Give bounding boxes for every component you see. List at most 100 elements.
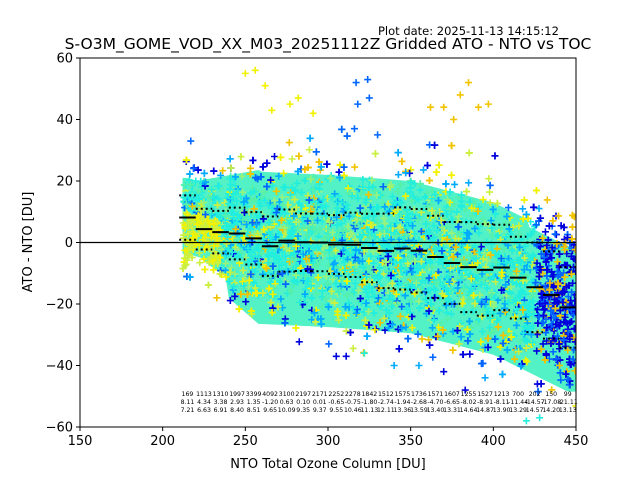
scatter-point xyxy=(364,308,372,316)
scatter-point xyxy=(285,139,293,147)
scatter-point xyxy=(566,335,574,343)
scatter-point xyxy=(316,256,324,264)
scatter-point xyxy=(343,277,351,285)
scatter-point xyxy=(477,281,485,289)
scatter-point xyxy=(463,229,471,237)
scatter-point xyxy=(536,214,544,222)
scatter-point xyxy=(493,199,501,207)
scatter-point xyxy=(564,234,572,242)
scatter-point xyxy=(519,329,527,337)
scatter-point xyxy=(186,170,194,178)
scatter-point xyxy=(551,314,559,322)
scatter-point xyxy=(407,178,415,186)
scatter-point xyxy=(517,248,525,256)
scatter-layer xyxy=(179,125,576,410)
scatter-point xyxy=(486,188,494,196)
scatter-point xyxy=(392,290,400,298)
scatter-point xyxy=(489,310,497,318)
scatter-point xyxy=(507,309,515,317)
scatter-point xyxy=(520,266,528,274)
scatter-point xyxy=(387,181,395,189)
scatter-point xyxy=(417,258,425,266)
scatter-point xyxy=(308,294,316,302)
scatter-point xyxy=(237,290,245,298)
scatter-point xyxy=(466,252,474,260)
scatter-point xyxy=(522,211,530,219)
scatter-point xyxy=(569,211,576,219)
scatter-point xyxy=(217,171,225,179)
scatter-point xyxy=(333,204,341,212)
scatter-point xyxy=(523,358,531,366)
scatter-point xyxy=(201,178,209,186)
scatter-point xyxy=(455,340,463,348)
scatter-point xyxy=(213,294,221,302)
scatter-point xyxy=(451,180,459,188)
scatter-point xyxy=(429,305,437,313)
scatter-point xyxy=(247,248,255,256)
scatter-point xyxy=(271,153,279,161)
scatter-point xyxy=(349,304,357,312)
scatter-point xyxy=(359,175,367,183)
scatter-point xyxy=(549,348,557,356)
scatter-point xyxy=(229,190,237,198)
scatter-point xyxy=(516,243,524,251)
scatter-point xyxy=(564,320,572,328)
scatter-point xyxy=(390,199,398,207)
scatter-point xyxy=(438,247,446,255)
scatter-point xyxy=(225,277,233,285)
scatter-point xyxy=(535,313,543,321)
scatter-point xyxy=(296,244,304,252)
scatter-point xyxy=(237,239,245,247)
scatter-point xyxy=(350,252,358,260)
scatter-point xyxy=(404,248,412,256)
scatter-point xyxy=(252,289,260,297)
scatter-point xyxy=(394,149,402,157)
scatter-point xyxy=(537,345,545,353)
scatter-point xyxy=(448,142,456,150)
scatter-point xyxy=(423,161,431,169)
scatter-point xyxy=(219,167,227,175)
scatter-point xyxy=(556,369,564,377)
scatter-point xyxy=(523,337,531,345)
scatter-point xyxy=(358,298,366,306)
scatter-point xyxy=(234,211,242,219)
scatter-point xyxy=(394,187,402,195)
scatter-point xyxy=(403,279,411,287)
scatter-point xyxy=(516,293,524,301)
scatter-point xyxy=(414,330,422,338)
scatter-point xyxy=(289,266,297,274)
scatter-point xyxy=(337,250,345,258)
scatter-point xyxy=(233,197,241,205)
scatter-point xyxy=(560,223,568,231)
scatter-point xyxy=(200,255,208,263)
scatter-point xyxy=(342,311,350,319)
scatter-point xyxy=(519,205,527,213)
scatter-point xyxy=(427,201,435,209)
scatter-point xyxy=(507,333,515,341)
scatter-point xyxy=(494,250,502,258)
scatter-point xyxy=(343,132,351,140)
scatter-point xyxy=(343,201,351,209)
scatter-point xyxy=(431,245,439,253)
scatter-point xyxy=(486,181,494,189)
scatter-point xyxy=(179,234,187,242)
scatter-point xyxy=(421,277,429,285)
scatter-point xyxy=(323,194,331,202)
chart-title: S-O3M_GOME_VOD_XX_M03_20251112Z Gridded … xyxy=(65,35,592,54)
plot-date: Plot date: 2025-11-13 14:15:12 xyxy=(378,24,559,38)
scatter-point xyxy=(444,196,452,204)
scatter-point xyxy=(417,250,425,258)
scatter-point xyxy=(554,272,562,280)
scatter-point xyxy=(451,247,459,255)
scatter-point xyxy=(280,169,288,177)
scatter-point xyxy=(214,182,222,190)
scatter-point xyxy=(305,277,313,285)
scatter-point xyxy=(544,300,552,308)
scatter-point xyxy=(466,288,474,296)
scatter-point xyxy=(387,222,395,230)
scatter-point xyxy=(486,324,494,332)
scatter-point xyxy=(334,197,342,205)
scatter-point xyxy=(305,260,313,268)
scatter-point xyxy=(467,324,475,332)
scatter-point xyxy=(255,253,263,261)
